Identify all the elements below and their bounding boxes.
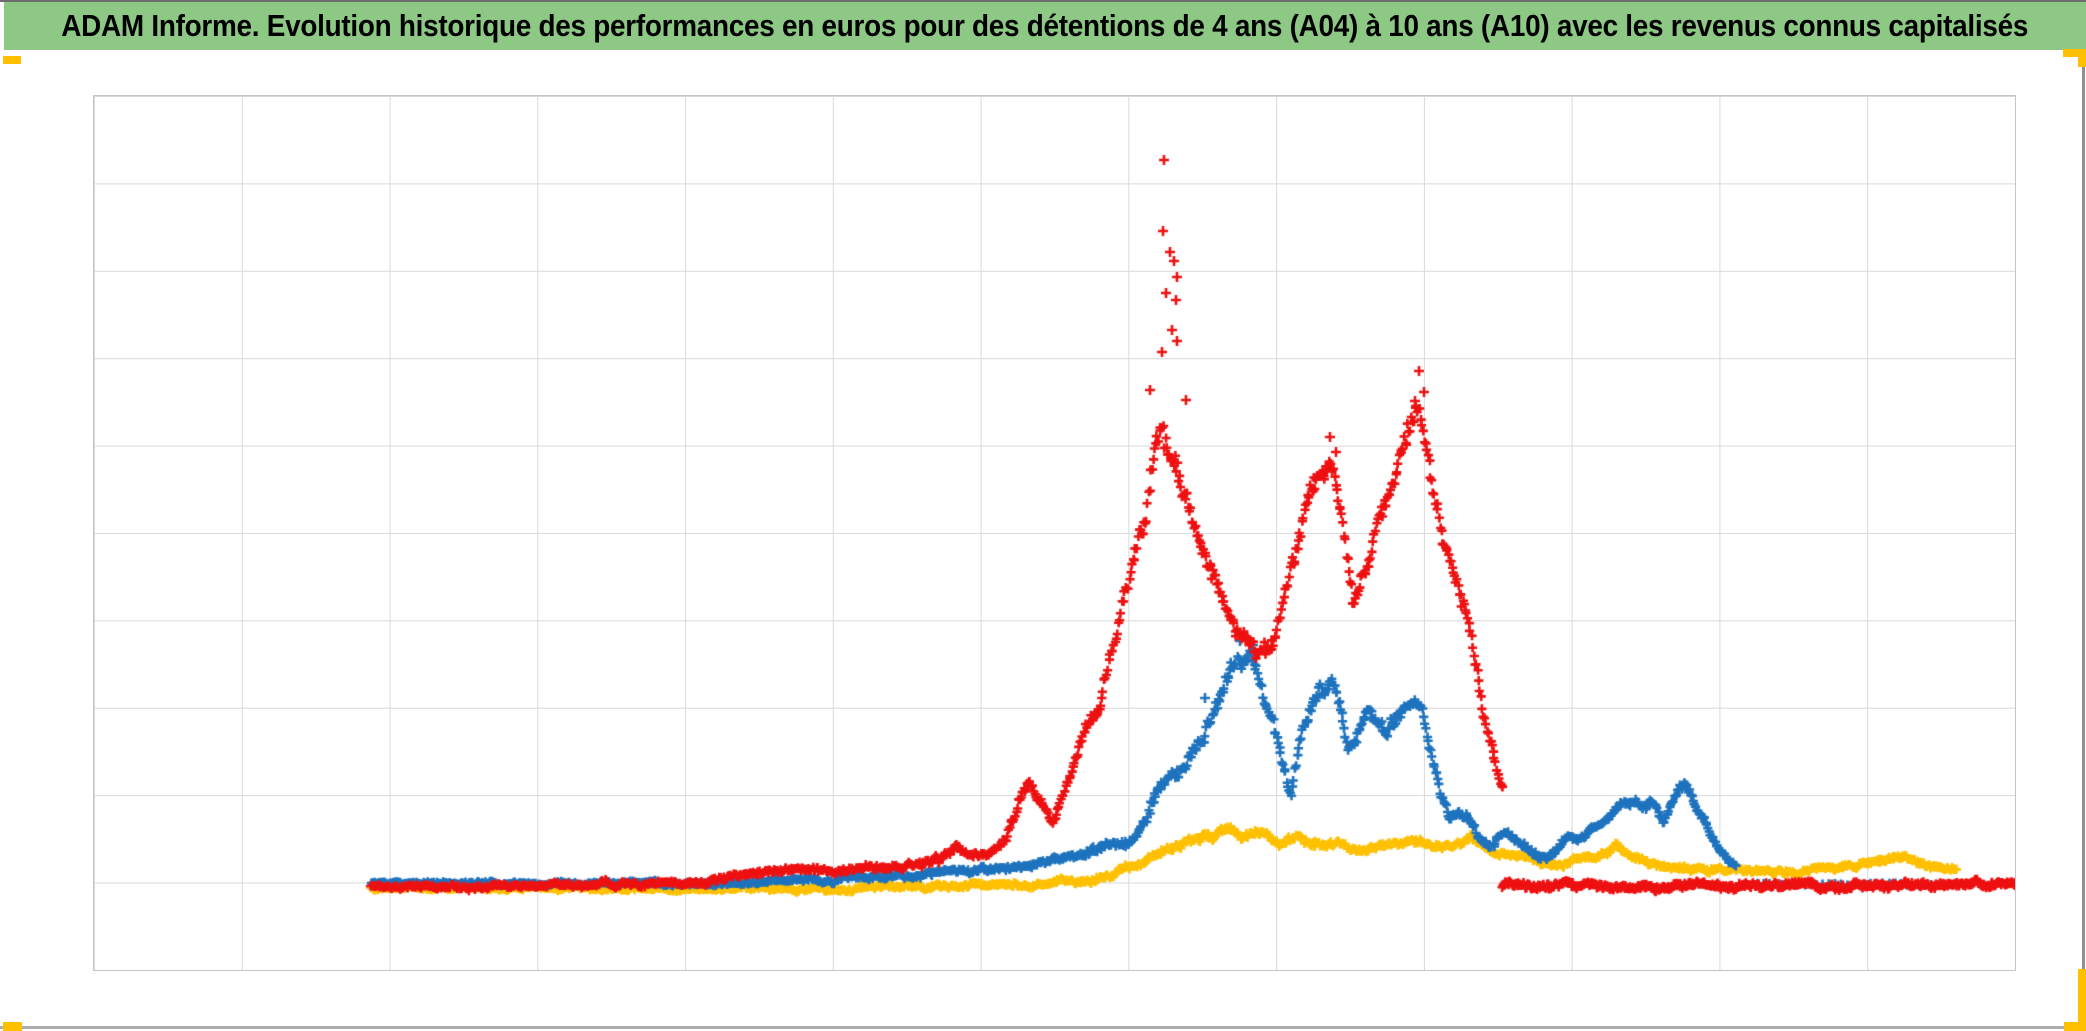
title-bar: ADAM Informe. Evolution historique des p… bbox=[4, 2, 2086, 50]
page-bottom-edge bbox=[0, 1026, 2086, 1029]
window-top-edge bbox=[0, 0, 2086, 2]
corner-mark-top-right bbox=[2063, 49, 2086, 67]
corner-mark-bottom-left bbox=[3, 1022, 22, 1031]
chart-title: ADAM Informe. Evolution historique des p… bbox=[61, 8, 2029, 43]
chart-canvas bbox=[94, 96, 2015, 970]
plot-area bbox=[93, 95, 2016, 971]
corner-mark-top-left bbox=[3, 56, 21, 64]
page-right-edge bbox=[2082, 50, 2085, 1028]
corner-mark-bottom-right bbox=[2064, 969, 2086, 1031]
